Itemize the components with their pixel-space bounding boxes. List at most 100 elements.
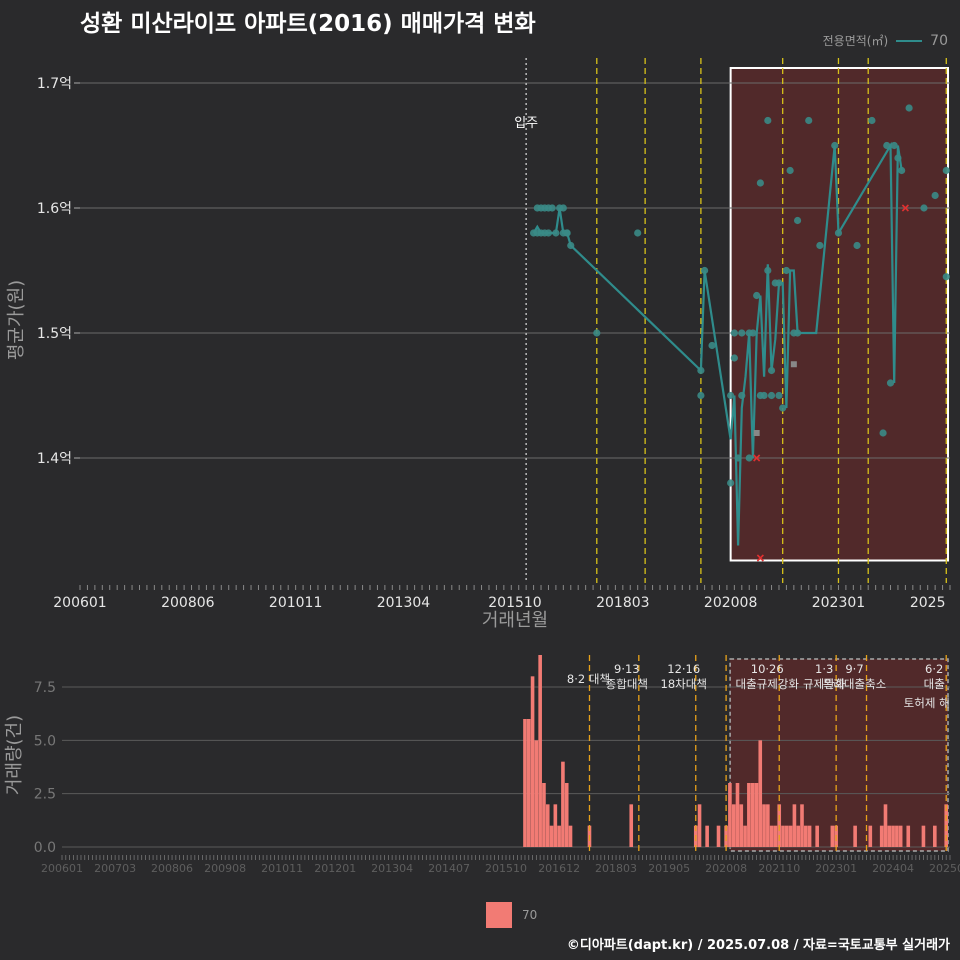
volume-bar [796,825,801,847]
legend-top-value: 70 [930,32,948,49]
volume-bar [526,719,531,847]
legend-bottom-swatch [486,902,512,928]
volume-bar [697,804,702,847]
data-point-grey [790,361,797,368]
policy-label: 9·7 [845,662,863,676]
data-point [767,391,776,400]
volume-bar [803,825,808,847]
data-point [782,266,791,275]
data-point [834,229,843,237]
policy-label: 8·2 대책 [567,672,610,686]
volume-bar [762,804,766,847]
x-tick-label: 201304 [371,862,413,875]
data-point [894,154,902,162]
y-tick-label: 2.5 [34,787,56,803]
y-tick-label: 7.5 [34,680,56,696]
x-tick-label: 201011 [261,862,303,875]
y-axis-title: 평균가(원) [6,280,27,360]
data-point [697,391,705,400]
highlight-region [729,67,950,562]
volume-bar [879,825,884,847]
data-point [905,104,913,112]
data-point [816,241,824,250]
volume-bar [561,761,565,847]
policy-label: 12·16 [667,662,700,676]
data-point [544,229,553,237]
data-point [764,116,772,125]
x-tick-label: 201201 [314,862,356,875]
volume-bar [868,825,873,847]
volume-bar [716,825,721,847]
x-tick-label: 201612 [538,862,580,875]
policy-label: 대출 [924,677,945,691]
x-tick-label: 202110 [758,862,800,875]
cancelled-point [901,204,909,212]
volume-bar [750,783,755,847]
policy-label: 18차대책 [661,677,707,691]
data-point [760,391,768,400]
x-tick-label: 201407 [428,862,470,875]
data-point [775,391,783,400]
y-tick-label: 1.6억 [37,201,72,217]
x-tick-label: 200806 [151,862,193,875]
y-tick-label: 1.4억 [37,451,72,467]
volume-bar [530,676,535,847]
x-tick-label: 202301 [815,862,857,875]
data-point [753,291,761,300]
volume-bar [921,825,926,847]
data-point [805,116,813,125]
data-point [559,204,567,212]
x-tick-label: 201510 [488,595,541,611]
volume-bar [800,804,804,847]
volume-bar [728,783,732,847]
data-point [898,166,906,175]
volume-bar [747,783,751,847]
x-tick-label: 200703 [94,862,136,875]
x-tick-label: 200806 [161,595,215,611]
data-point [548,204,556,212]
volume-bar [815,825,819,847]
data-point [793,329,802,337]
volume-bar [887,825,892,847]
data-point [745,454,753,462]
policy-label: 1·3 [815,662,833,676]
x-tick-label: 202008 [705,862,747,875]
volume-bar [739,804,744,847]
policy-label: 10·26 [751,662,784,676]
x-tick-label: 201803 [595,862,637,875]
chart-title: 성환 미산라이프 아파트(2016) 매매가격 변화 [80,11,536,37]
data-point [764,266,772,275]
data-point [634,229,642,237]
volume-bar [891,825,895,847]
x-axis-title: 거래년월 [482,610,548,631]
cancelled-point [756,554,764,562]
data-point [767,366,776,375]
data-point [775,279,783,287]
volume-bar [781,825,785,847]
volume-bar [557,825,561,847]
data-point [793,216,802,225]
data-point [727,391,735,400]
x-tick-label: 201510 [485,862,527,875]
volume-bar [629,804,634,847]
data-point [786,166,794,175]
volume-bar [538,655,542,847]
x-tick-label: 200601 [41,862,83,875]
data-point [697,366,705,375]
policy-label: 6·2 [925,662,943,676]
data-point [868,116,876,125]
data-point [779,404,787,412]
data-point [853,241,861,250]
x-tick-label: 202008 [704,595,757,611]
volume-bar [568,825,573,847]
data-point [920,204,928,212]
volume-bar [853,825,857,847]
y-tick-label: 1.5억 [37,326,72,342]
legend-bottom-value: 70 [522,908,538,922]
volume-bar [766,804,770,847]
volume-bar [754,783,759,847]
data-point [738,391,746,400]
policy-label: 특례대출축소 [823,677,886,691]
volume-bar [731,804,736,847]
volume-bar [895,825,899,847]
